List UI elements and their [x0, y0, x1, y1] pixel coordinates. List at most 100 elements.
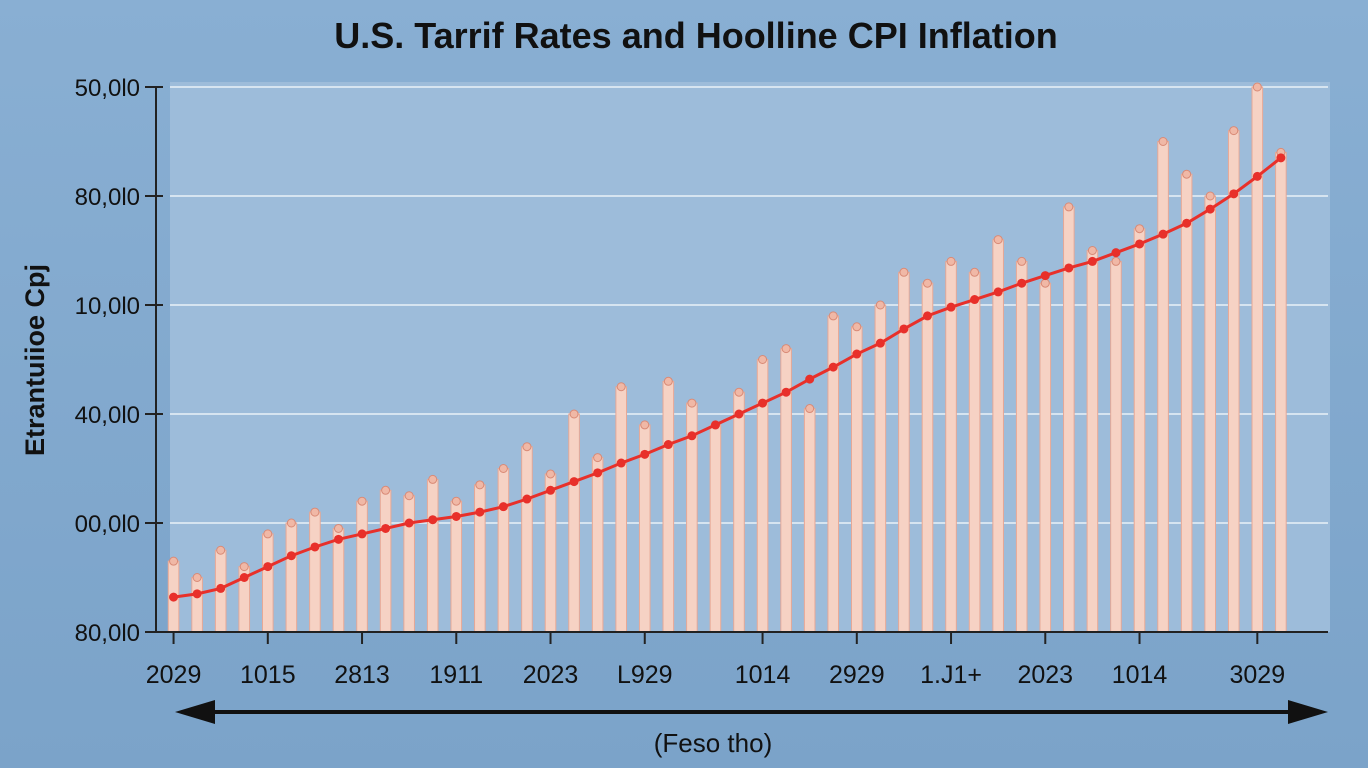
- line-point: [593, 468, 603, 478]
- bar: [591, 457, 604, 633]
- bar: [803, 408, 816, 633]
- bar-cap: [263, 529, 273, 539]
- bar-cap: [1229, 126, 1239, 136]
- bar-cap: [640, 420, 650, 430]
- bar-cap: [852, 322, 862, 332]
- bar-cap: [993, 235, 1003, 245]
- y-tick-label: 50,0l0: [75, 75, 140, 102]
- bar-cap: [1252, 82, 1262, 92]
- bar: [1204, 195, 1217, 633]
- line-point: [381, 523, 391, 533]
- line-point: [239, 573, 249, 582]
- line-point: [970, 295, 980, 305]
- line-point: [899, 324, 909, 334]
- bar: [426, 478, 439, 633]
- bar: [497, 468, 510, 633]
- x-tick-label: 1911: [429, 661, 483, 689]
- line-point: [1205, 204, 1215, 214]
- bar: [662, 380, 675, 633]
- bar: [568, 413, 580, 633]
- bar-cap: [663, 376, 673, 386]
- bar: [356, 500, 368, 633]
- line-point: [1087, 256, 1097, 266]
- bar-cap: [1205, 191, 1215, 201]
- bar-cap: [310, 507, 320, 517]
- bar: [709, 424, 722, 633]
- bar: [1251, 86, 1264, 633]
- bar: [615, 386, 628, 633]
- y-tick-label: 80,0l0: [75, 620, 140, 647]
- bar-cap: [546, 469, 556, 479]
- bar-cap: [381, 485, 391, 495]
- chart-title: U.S. Tarrif Rates and Hoolline CPI Infla…: [334, 15, 1057, 56]
- y-tick-label: 80,0l0: [75, 184, 140, 211]
- bar-cap: [1111, 256, 1121, 266]
- line-point: [1252, 171, 1262, 181]
- line-point: [946, 302, 956, 312]
- bar-cap: [922, 278, 932, 288]
- bar: [261, 533, 274, 633]
- line-point: [734, 409, 744, 419]
- bar: [1180, 173, 1193, 633]
- bar-cap: [451, 496, 461, 506]
- bar-cap: [192, 573, 202, 582]
- line-point: [1276, 153, 1286, 163]
- bar: [850, 326, 863, 633]
- line-point: [852, 349, 862, 359]
- bar: [191, 577, 203, 633]
- line-point: [216, 583, 226, 593]
- bar: [403, 495, 415, 633]
- bar: [945, 260, 957, 633]
- bar-cap: [1017, 256, 1027, 266]
- line-point: [1182, 218, 1192, 228]
- line-point: [875, 338, 885, 348]
- line-point: [357, 529, 367, 539]
- bar: [733, 391, 745, 633]
- bar-cap: [428, 474, 438, 484]
- x-tick-label: 2029: [146, 661, 202, 689]
- bar: [332, 527, 345, 633]
- line-point: [710, 420, 720, 430]
- line-point: [1229, 189, 1239, 199]
- line-point: [663, 440, 673, 450]
- line-point: [333, 534, 343, 544]
- bar: [921, 282, 934, 633]
- bar-cap: [970, 267, 980, 277]
- bar: [379, 489, 392, 633]
- bar-cap: [216, 545, 226, 555]
- bar-cap: [1158, 137, 1168, 146]
- bar-cap: [498, 464, 508, 473]
- x-axis-label: (Feso tho): [654, 728, 773, 758]
- bar: [1086, 250, 1099, 633]
- line-point: [498, 502, 508, 512]
- line-point: [569, 477, 579, 487]
- bar: [474, 484, 486, 633]
- line-point: [451, 511, 461, 521]
- line-point: [993, 287, 1003, 297]
- line-point: [1017, 278, 1027, 288]
- bar: [1110, 260, 1122, 633]
- bar: [1157, 141, 1169, 633]
- x-tick-label: 2023: [523, 661, 579, 689]
- line-point: [169, 592, 179, 602]
- bar-cap: [169, 556, 179, 566]
- bar-cap: [899, 267, 909, 277]
- bar-cap: [333, 523, 343, 533]
- bar-cap: [239, 562, 249, 572]
- bar-cap: [357, 496, 367, 506]
- x-tick-label: 1014: [1112, 661, 1168, 689]
- line-point: [428, 515, 438, 525]
- bar: [1039, 282, 1052, 633]
- bar-cap: [475, 480, 485, 490]
- bar-cap: [522, 442, 532, 452]
- bar-cap: [687, 398, 697, 408]
- line-point: [1040, 271, 1050, 281]
- x-tick-label: 1014: [735, 661, 791, 689]
- line-point: [781, 387, 791, 397]
- bar-cap: [758, 355, 768, 364]
- line-point: [616, 458, 626, 468]
- bar-cap: [593, 453, 603, 463]
- bar: [309, 511, 321, 633]
